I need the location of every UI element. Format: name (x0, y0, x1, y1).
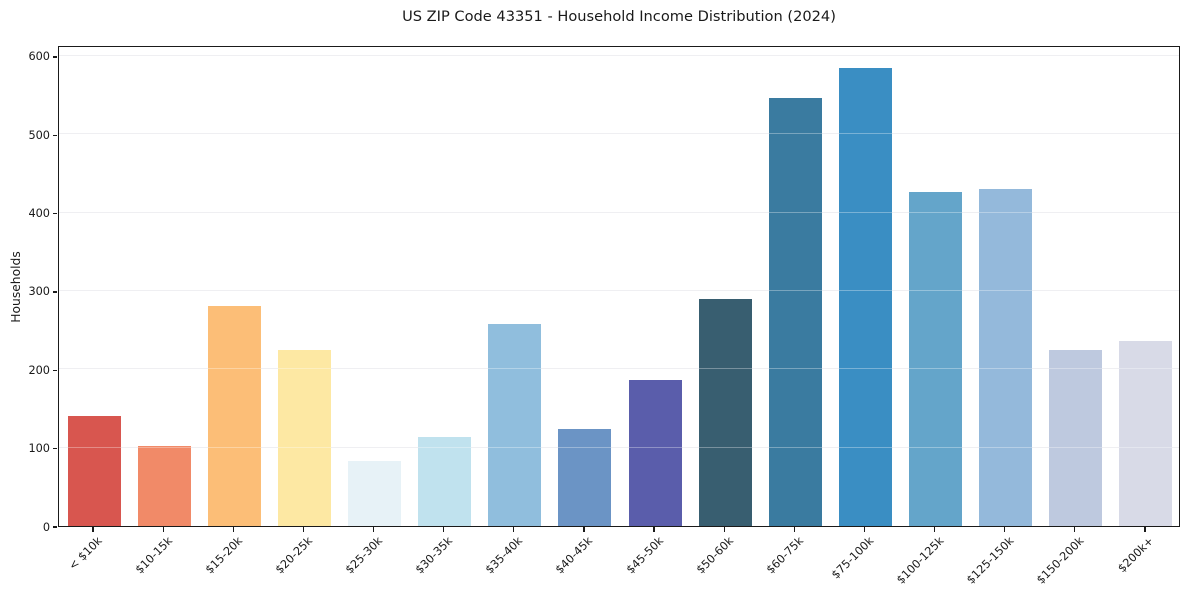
bar (67, 416, 121, 526)
y-tick-label: 200 (28, 363, 50, 377)
x-tick-label: $75-100k (828, 534, 876, 582)
gridline-overlay (59, 54, 1179, 56)
x-tick-label: $125-150k (963, 534, 1017, 587)
chart-title: US ZIP Code 43351 - Household Income Dis… (402, 8, 836, 25)
bar (488, 323, 542, 526)
x-tick-label: $20-25k (272, 534, 315, 577)
x-tick-label: $100-125k (893, 534, 947, 587)
gridline (59, 133, 1179, 135)
x-tick-mark (92, 527, 94, 532)
x-tick-label: $30-35k (413, 534, 456, 577)
y-tick-label: 500 (28, 128, 50, 142)
x-tick-mark (863, 527, 866, 532)
x-tick-mark (302, 527, 305, 532)
x-tick-label: $45-50k (623, 534, 666, 577)
bar (277, 349, 331, 526)
bar (1049, 349, 1103, 526)
y-tick-mark (52, 291, 57, 293)
gridline (59, 289, 1179, 291)
gridline-overlay (59, 133, 1179, 135)
bar (909, 192, 963, 526)
x-tick-mark (232, 527, 234, 532)
gridline-overlay (59, 289, 1179, 291)
x-tick-mark (793, 527, 795, 532)
bar (558, 428, 612, 526)
x-tick-label: < $10k (66, 534, 105, 573)
x-tick-mark (1004, 527, 1006, 532)
x-tick-mark (513, 527, 515, 532)
y-tick-mark (52, 369, 57, 371)
gridline-overlay (59, 368, 1179, 370)
x-tick-label: $60-75k (763, 534, 806, 577)
x-tick-mark (162, 527, 164, 532)
bar (838, 67, 892, 526)
y-tick-label: 100 (28, 442, 50, 456)
gridline (59, 368, 1179, 370)
x-tick-mark (1074, 527, 1076, 532)
y-tick-label: 300 (28, 285, 50, 299)
x-tick-mark (1144, 527, 1146, 532)
x-tick-label: $40-45k (553, 534, 596, 577)
bar (207, 305, 261, 526)
bar (137, 446, 191, 526)
y-tick-mark (52, 448, 57, 450)
bar (418, 436, 472, 526)
x-tick-mark (653, 527, 655, 532)
gridline-overlay (59, 211, 1179, 213)
x-tick-label: $200k+ (1115, 534, 1157, 576)
gridline (59, 54, 1179, 56)
bar (768, 98, 822, 526)
x-tick-mark (723, 527, 725, 532)
x-tick-label: $15-20k (202, 534, 245, 577)
x-tick-mark (583, 527, 585, 532)
y-tick-label: 600 (28, 50, 50, 64)
y-tick-label: 400 (28, 207, 50, 221)
gridline (59, 446, 1179, 448)
y-tick-mark (52, 212, 57, 215)
x-tick-mark (443, 527, 445, 532)
bar (628, 380, 682, 526)
bar (348, 460, 402, 526)
x-tick-mark (372, 527, 375, 532)
x-tick-label: $35-40k (483, 534, 526, 577)
x-tick-label: $50-60k (693, 534, 736, 577)
bar (698, 298, 752, 526)
gridline-overlay (59, 446, 1179, 448)
gridline (59, 211, 1179, 213)
plot-area (58, 46, 1180, 527)
x-tick-mark (933, 527, 936, 532)
y-tick-mark (52, 56, 57, 58)
x-tick-label: $150-200k (1034, 534, 1087, 587)
x-tick-label: $25-30k (342, 534, 386, 577)
y-tick-mark (52, 134, 57, 136)
x-tick-label: $10-15k (132, 534, 175, 577)
bar (979, 189, 1033, 526)
y-tick-label: 0 (42, 520, 50, 534)
bar (1119, 341, 1173, 526)
y-tick-mark (52, 526, 57, 528)
